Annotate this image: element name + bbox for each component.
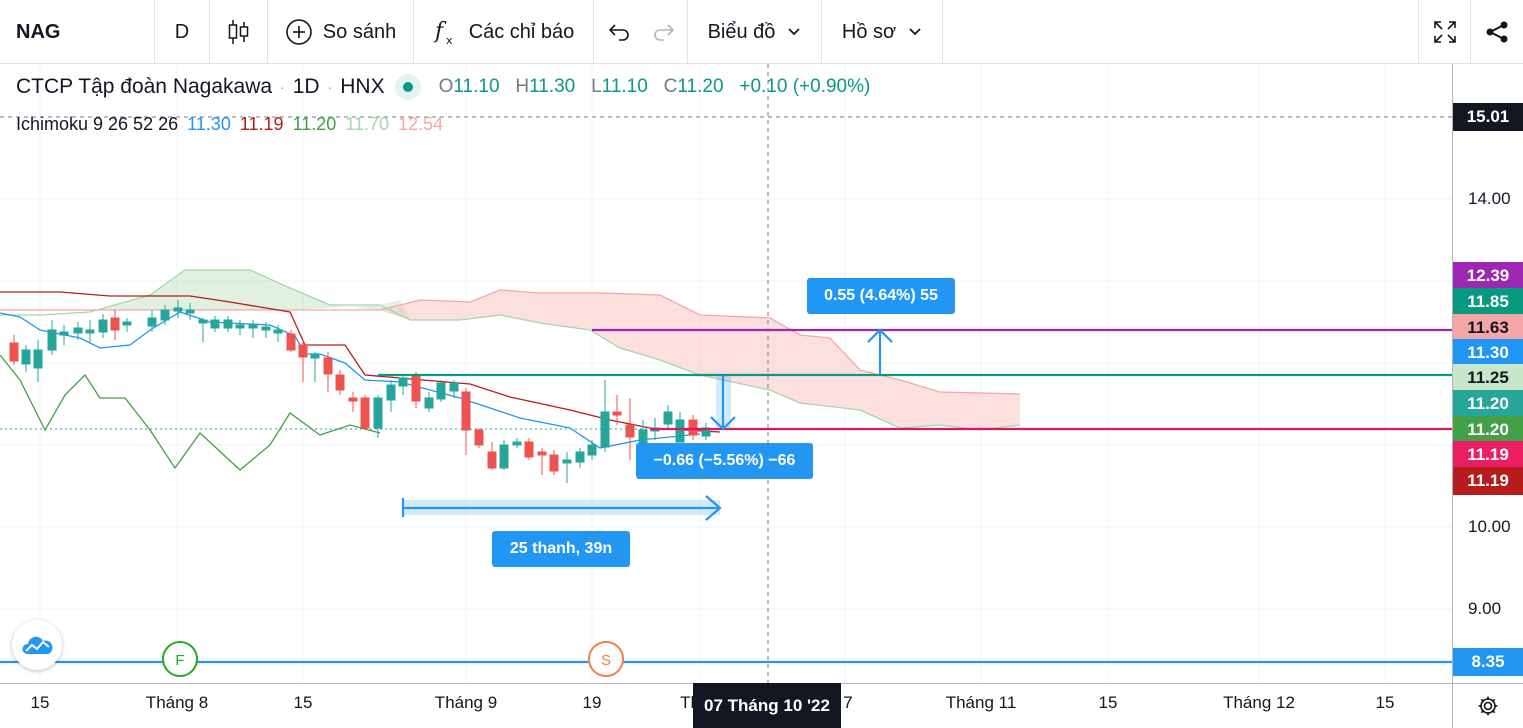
profile-menu[interactable]: Hồ sơ [822, 0, 943, 64]
ichimoku-base-value: 11.19 [239, 114, 284, 134]
chart-pane[interactable]: F S [0, 64, 1452, 683]
time-tick: Tháng 8 [145, 693, 209, 712]
indicators-button[interactable]: f x Các chỉ báo [414, 0, 594, 64]
interval-button[interactable]: D [155, 0, 210, 64]
time-tick: 15 [30, 693, 50, 712]
gear-icon [1478, 696, 1498, 716]
share-icon [1486, 21, 1508, 43]
event-marker-f[interactable]: F [162, 641, 198, 677]
undo-icon [608, 24, 629, 41]
chart-type-menu[interactable]: Biểu đồ [688, 0, 822, 64]
event-marker-s[interactable]: S [588, 641, 624, 677]
top-toolbar: NAG D So sánh f x Các chỉ báo [0, 0, 1523, 64]
svg-text:F: F [175, 652, 184, 669]
indicators-label: Các chỉ báo [468, 20, 575, 43]
price-label: 11.85 [1453, 288, 1523, 316]
price-tick: 9.00 [1468, 599, 1502, 618]
ichimoku-conversion-value: 11.30 [187, 114, 231, 134]
ichimoku-base-line [0, 291, 721, 433]
fullscreen-icon [1433, 21, 1456, 43]
price-range-down-label[interactable]: −0.66 (−5.56%) −66 [636, 443, 813, 479]
time-tick: Tháng 12 [1223, 693, 1295, 712]
undo-button[interactable] [594, 0, 644, 64]
ichimoku-label: Ichimoku 9 26 52 26 [16, 114, 179, 134]
time-tick: Tháng 9 [434, 693, 498, 712]
time-tick: Tháng 11 [945, 693, 1017, 712]
chart-type-label: Biểu đồ [707, 20, 776, 43]
price-label: 11.25 [1453, 364, 1523, 392]
ichimoku-span-a-value: 11.70 [345, 114, 390, 134]
price-label: 11.19 [1453, 467, 1523, 495]
svg-text:S: S [601, 652, 611, 669]
price-tick: 14.00 [1468, 189, 1511, 208]
ichimoku-cloud-bullish [90, 270, 410, 320]
price-label: 12.39 [1453, 262, 1523, 290]
fullscreen-button[interactable] [1418, 0, 1471, 64]
symbol-legend: CTCP Tập đoàn Nagakawa · 1D · HNX O11.10… [16, 74, 871, 100]
candles-style-button[interactable] [210, 0, 268, 64]
legend-interval: 1D [292, 75, 320, 98]
svg-text:f: f [433, 19, 447, 44]
candlestick-series [9, 300, 711, 483]
redo-button[interactable] [640, 0, 688, 64]
price-label: 11.19 [1453, 441, 1523, 469]
chevron-down-icon [909, 28, 921, 36]
redo-icon [653, 24, 674, 41]
cloud-icon [22, 636, 53, 654]
price-label: 11.63 [1453, 314, 1523, 342]
ichimoku-lagging-value: 11.20 [292, 114, 337, 134]
time-tick: 15 [1375, 693, 1395, 712]
compare-button[interactable]: So sánh [268, 0, 414, 64]
ichimoku-lagging-span [0, 354, 381, 471]
symbol-search-button[interactable]: NAG [0, 0, 155, 64]
profile-label: Hồ sơ [841, 20, 897, 43]
ichimoku-cloud-bearish [380, 290, 1020, 430]
chart-logo-button[interactable] [12, 620, 62, 670]
price-range-down-arrow[interactable] [710, 375, 736, 431]
ohlc-values: O11.10 H11.30 L11.10 C11.20 +0.10 (+0.90… [438, 76, 871, 97]
legend-exchange: HNX [340, 75, 385, 98]
time-tick: 7 [843, 693, 853, 712]
date-range-arrow[interactable] [401, 495, 722, 521]
time-tick: 19 [582, 693, 602, 712]
crosshair-price-label: 15.01 [1453, 103, 1523, 131]
ichimoku-span-b [0, 289, 1021, 395]
ichimoku-span-a [0, 269, 1021, 431]
market-status-icon[interactable] [394, 74, 421, 100]
price-label: 11.20 [1453, 416, 1523, 444]
price-label: 8.35 [1453, 648, 1523, 676]
candlestick-icon [228, 20, 248, 44]
date-range-label[interactable]: 25 thanh, 39n [492, 531, 630, 567]
ichimoku-legend[interactable]: Ichimoku 9 26 52 26 11.30 11.19 11.20 11… [16, 114, 447, 135]
price-range-up-label[interactable]: 0.55 (4.64%) 55 [807, 278, 955, 314]
time-tick: 15 [1098, 693, 1118, 712]
crosshair-time-label: 07 Tháng 10 '22 [693, 683, 841, 728]
svg-text:x: x [446, 34, 453, 46]
plus-circle-icon [285, 19, 312, 45]
function-icon: f x [433, 19, 453, 46]
compare-label: So sánh [322, 20, 397, 43]
price-tick: 10.00 [1468, 517, 1511, 536]
ichimoku-span-b-value: 12.54 [398, 114, 444, 134]
symbol-name[interactable]: CTCP Tập đoàn Nagakawa [16, 75, 273, 98]
price-label: 11.30 [1453, 339, 1523, 367]
chevron-down-icon [788, 28, 801, 36]
price-range-up-arrow[interactable] [867, 328, 893, 375]
time-tick: 15 [293, 693, 313, 712]
share-button[interactable] [1471, 0, 1523, 64]
chart-settings-button[interactable] [1452, 683, 1523, 728]
price-label: 11.20 [1453, 390, 1523, 418]
